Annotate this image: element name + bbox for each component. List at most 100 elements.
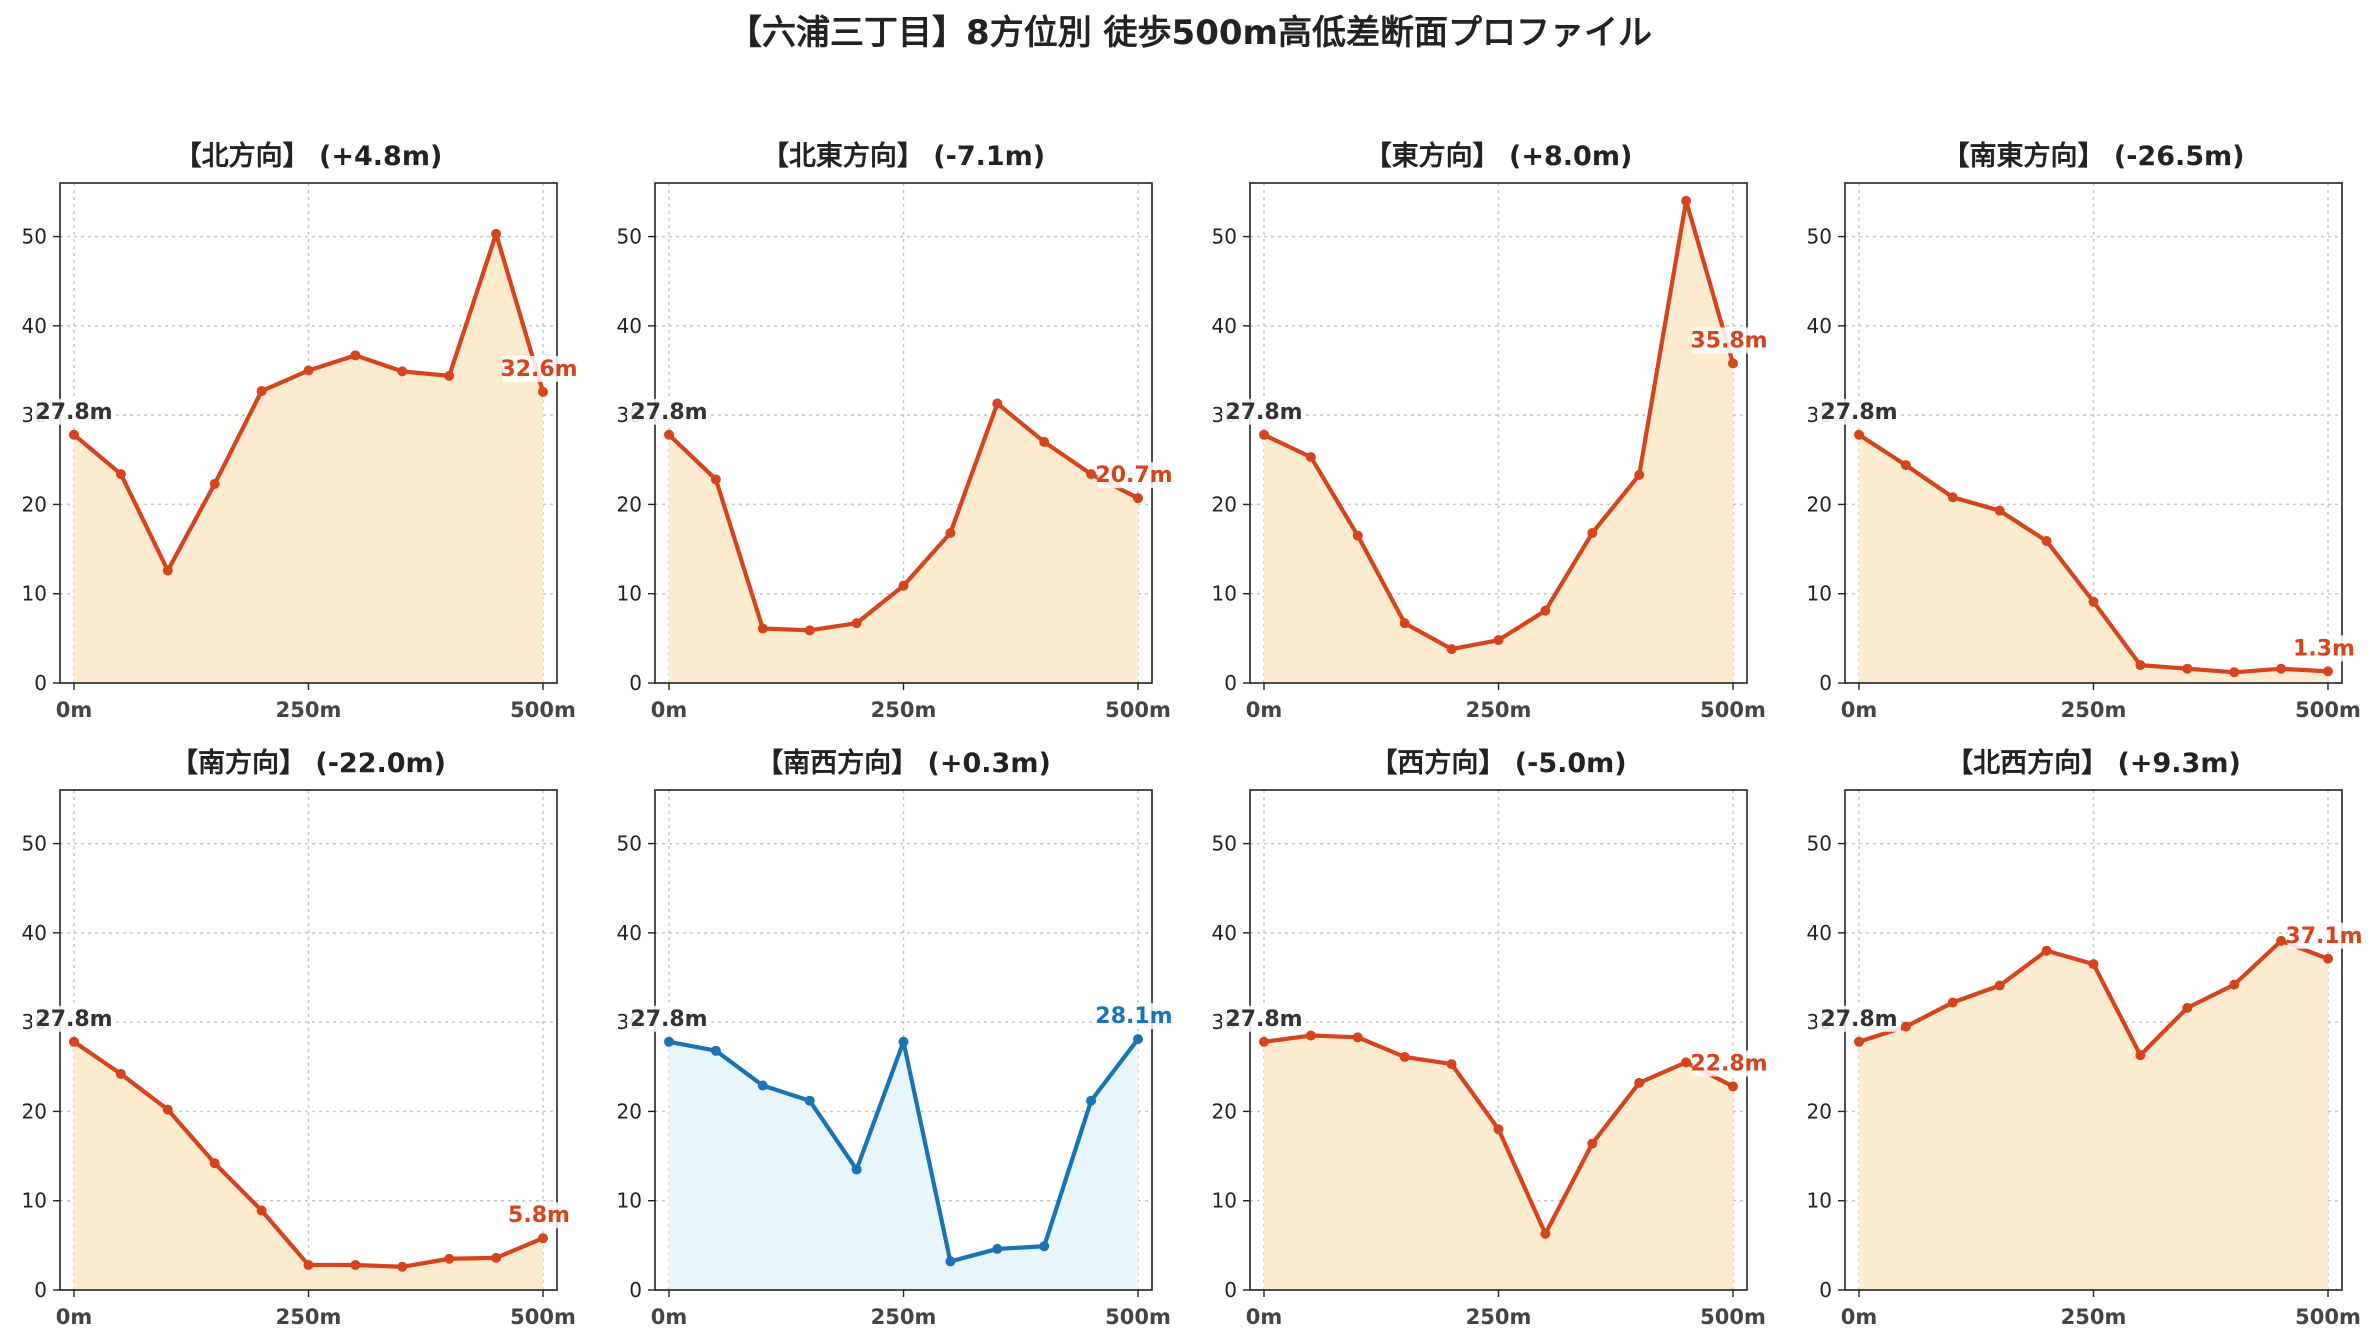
profile-point bbox=[1587, 1138, 1598, 1149]
profile-point bbox=[1493, 635, 1504, 646]
start-elevation-label: 27.8m bbox=[1820, 400, 1897, 425]
profile-point bbox=[444, 370, 455, 381]
panel-title: 【北西方向】 (+9.3m) bbox=[1946, 747, 2241, 779]
x-tick-label: 250m bbox=[2061, 1305, 2127, 1329]
end-label-bg bbox=[1692, 1050, 1766, 1077]
start-elevation-label: 27.8m bbox=[630, 1007, 707, 1032]
y-tick-label: 20 bbox=[617, 492, 642, 516]
panel-title: 【南東方向】 (-26.5m) bbox=[1942, 140, 2244, 172]
profile-point bbox=[851, 1164, 862, 1175]
profile-point bbox=[538, 1233, 548, 1244]
x-tick-label: 250m bbox=[276, 698, 342, 722]
end-elevation-label: 32.6m bbox=[500, 357, 577, 382]
profile-panel: 【北方向】 (+4.8m)010203040500m250m500m27.8m3… bbox=[22, 140, 578, 722]
x-tick-label: 250m bbox=[2061, 698, 2127, 722]
y-tick-label: 0 bbox=[34, 671, 47, 695]
y-tick-label: 20 bbox=[617, 1099, 642, 1123]
start-elevation-label: 27.8m bbox=[1820, 1007, 1897, 1032]
profile-point bbox=[115, 1068, 126, 1079]
start-label-bg bbox=[627, 398, 711, 425]
profile-point bbox=[2323, 953, 2333, 964]
x-tick-label: 0m bbox=[651, 698, 688, 722]
x-tick-label: 500m bbox=[1105, 698, 1171, 722]
profile-point bbox=[757, 623, 768, 634]
end-label-bg bbox=[1692, 327, 1766, 354]
x-tick-label: 500m bbox=[1105, 1305, 1171, 1329]
profile-point bbox=[1259, 429, 1269, 440]
profile-point bbox=[1947, 492, 1958, 503]
y-tick-label: 10 bbox=[617, 1189, 642, 1213]
profile-point bbox=[2276, 663, 2287, 674]
profile-point bbox=[710, 1045, 721, 1056]
end-elevation-label: 20.7m bbox=[1095, 463, 1172, 488]
profile-point bbox=[945, 1256, 956, 1267]
x-tick-label: 0m bbox=[1246, 1305, 1283, 1329]
x-tick-label: 500m bbox=[2295, 698, 2361, 722]
panel-title: 【東方向】 (+8.0m) bbox=[1365, 140, 1633, 172]
profile-point bbox=[1086, 469, 1097, 480]
y-tick-label: 40 bbox=[22, 314, 47, 338]
y-tick-label: 40 bbox=[1807, 921, 1832, 945]
start-label-bg bbox=[32, 398, 116, 425]
x-tick-label: 0m bbox=[1246, 698, 1283, 722]
profile-point bbox=[1681, 195, 1692, 206]
profile-panel: 【北東方向】 (-7.1m)010203040500m250m500m27.8m… bbox=[617, 140, 1173, 722]
x-tick-label: 500m bbox=[510, 698, 576, 722]
profile-point bbox=[992, 398, 1003, 409]
profile-panel: 【西方向】 (-5.0m)010203040500m250m500m27.8m2… bbox=[1212, 747, 1768, 1329]
profile-point bbox=[1493, 1124, 1504, 1135]
y-tick-label: 20 bbox=[1807, 1099, 1832, 1123]
y-tick-label: 0 bbox=[1224, 671, 1237, 695]
x-tick-label: 250m bbox=[871, 1305, 937, 1329]
profile-point bbox=[992, 1243, 1003, 1254]
start-elevation-label: 27.8m bbox=[1225, 400, 1302, 425]
x-tick-label: 500m bbox=[2295, 1305, 2361, 1329]
end-elevation-label: 28.1m bbox=[1095, 1004, 1172, 1029]
y-tick-label: 50 bbox=[22, 225, 47, 249]
profile-panel: 【南方向】 (-22.0m)010203040500m250m500m27.8m… bbox=[22, 747, 576, 1329]
profile-point bbox=[1900, 460, 1911, 471]
profile-point bbox=[350, 1260, 361, 1270]
profile-point bbox=[2229, 979, 2240, 990]
profile-area bbox=[1859, 940, 2328, 1290]
y-tick-label: 40 bbox=[617, 921, 642, 945]
panel-title: 【北方向】 (+4.8m) bbox=[175, 140, 443, 172]
y-tick-label: 50 bbox=[1212, 225, 1237, 249]
profile-point bbox=[898, 580, 909, 591]
profile-point bbox=[1305, 1030, 1316, 1041]
profile-point bbox=[115, 469, 126, 480]
profile-point bbox=[1259, 1036, 1269, 1047]
profile-point bbox=[1133, 493, 1143, 504]
profile-point bbox=[350, 350, 361, 361]
profile-point bbox=[1947, 997, 1958, 1008]
profile-point bbox=[898, 1036, 909, 1047]
profile-point bbox=[1446, 644, 1457, 655]
profile-point bbox=[2135, 660, 2146, 671]
profile-panel: 【南東方向】 (-26.5m)010203040500m250m500m27.8… bbox=[1807, 140, 2361, 722]
start-elevation-label: 27.8m bbox=[35, 1007, 112, 1032]
y-tick-label: 0 bbox=[34, 1278, 47, 1302]
profile-point bbox=[303, 1260, 314, 1270]
x-tick-label: 250m bbox=[276, 1305, 342, 1329]
profile-point bbox=[804, 1095, 815, 1106]
profile-point bbox=[256, 386, 267, 397]
y-tick-label: 0 bbox=[629, 671, 642, 695]
profile-point bbox=[1994, 505, 2005, 516]
profile-point bbox=[444, 1253, 455, 1264]
y-tick-label: 10 bbox=[1807, 1189, 1832, 1213]
profile-point bbox=[209, 478, 220, 489]
end-elevation-label: 37.1m bbox=[2285, 924, 2362, 949]
profile-point bbox=[1039, 436, 1050, 447]
y-tick-label: 0 bbox=[1819, 1278, 1832, 1302]
profile-point bbox=[1587, 528, 1598, 538]
profile-area bbox=[669, 403, 1138, 683]
profile-point bbox=[1634, 1077, 1645, 1088]
y-tick-label: 20 bbox=[22, 492, 47, 516]
x-tick-label: 250m bbox=[1466, 698, 1532, 722]
profile-area bbox=[1264, 200, 1733, 683]
x-tick-label: 500m bbox=[1700, 698, 1766, 722]
end-elevation-label: 22.8m bbox=[1690, 1051, 1767, 1076]
x-tick-label: 250m bbox=[1466, 1305, 1532, 1329]
profile-point bbox=[1994, 980, 2005, 991]
